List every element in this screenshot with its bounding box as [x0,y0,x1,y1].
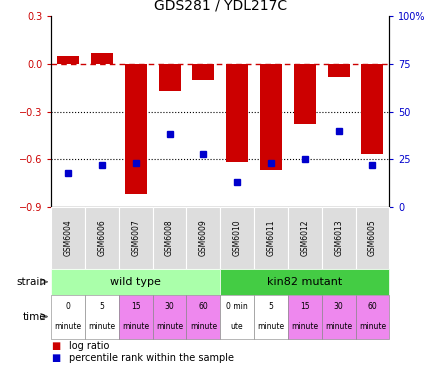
Text: 30: 30 [165,302,174,311]
Text: GSM6010: GSM6010 [233,220,242,256]
Text: GSM6004: GSM6004 [64,220,73,256]
Text: minute: minute [291,322,318,331]
Text: minute: minute [190,322,217,331]
Text: GSM6012: GSM6012 [300,220,309,256]
Bar [158,64,181,91]
Text: 15: 15 [131,302,141,311]
Text: 30: 30 [334,302,344,311]
Text: 5: 5 [100,302,104,311]
Text: 0: 0 [66,302,70,311]
Text: ute: ute [231,322,243,331]
Text: 15: 15 [300,302,310,311]
Text: minute: minute [55,322,81,331]
Text: minute: minute [258,322,284,331]
Text: GSM6005: GSM6005 [368,220,377,256]
Bar [57,56,79,64]
Bar [125,64,147,194]
Text: 60: 60 [368,302,377,311]
Bar [260,64,282,170]
Text: log ratio: log ratio [69,341,109,351]
Text: GSM6013: GSM6013 [334,220,343,256]
Text: minute: minute [122,322,149,331]
Text: GSM6011: GSM6011 [267,220,275,256]
Bar [361,64,384,154]
Text: 0 min: 0 min [227,302,248,311]
Bar [91,53,113,64]
Text: GSM6008: GSM6008 [165,220,174,256]
Text: GSM6007: GSM6007 [131,220,140,256]
Text: GSM6006: GSM6006 [97,220,106,256]
Text: minute: minute [359,322,386,331]
Bar [226,64,248,163]
Text: kin82 mutant: kin82 mutant [267,277,343,287]
Bar [192,64,214,80]
Text: wild type: wild type [110,277,161,287]
Text: minute: minute [89,322,115,331]
Text: strain: strain [17,277,47,287]
Bar [328,64,350,77]
Text: 5: 5 [269,302,273,311]
Text: GDS281 / YDL217C: GDS281 / YDL217C [154,0,287,13]
Text: time: time [23,311,47,322]
Text: GSM6009: GSM6009 [199,220,208,256]
Text: minute: minute [325,322,352,331]
Text: 60: 60 [198,302,208,311]
Text: ■: ■ [51,341,61,351]
Text: ■: ■ [51,353,61,363]
Text: percentile rank within the sample: percentile rank within the sample [69,353,234,363]
Text: minute: minute [156,322,183,331]
Bar [294,64,316,124]
